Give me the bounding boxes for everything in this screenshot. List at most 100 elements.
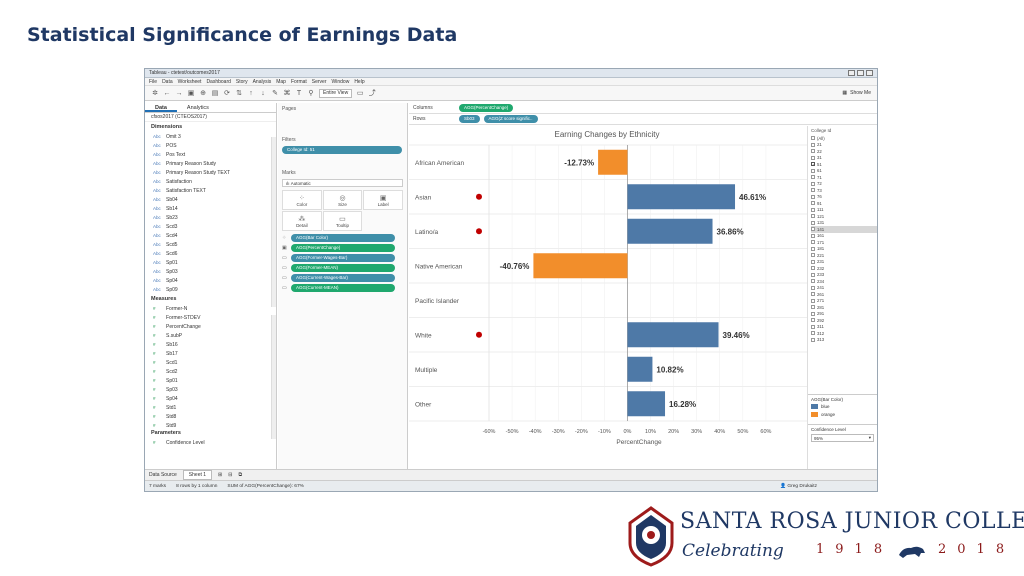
college-filter-item[interactable]: 234	[811, 278, 877, 285]
checkbox-icon[interactable]	[811, 207, 815, 212]
checkbox-icon[interactable]	[811, 318, 815, 323]
menu-item-help[interactable]: Help	[354, 78, 365, 85]
labels-icon[interactable]: T	[296, 89, 302, 97]
tableau-logo-icon[interactable]: ✲	[152, 90, 158, 97]
college-filter-item[interactable]: 312	[811, 330, 877, 337]
group-icon[interactable]: ⌘	[283, 90, 291, 97]
field-item[interactable]: # Std8	[153, 413, 177, 420]
checkbox-icon[interactable]	[811, 181, 815, 186]
college-filter-item[interactable]: 171	[811, 239, 877, 246]
checkbox-icon[interactable]	[811, 194, 815, 199]
field-item[interactable]: # Former-STDEV	[153, 314, 201, 321]
mark-field-pill[interactable]: AGG(PercentChange)	[291, 244, 395, 252]
forward-icon[interactable]: →	[175, 89, 183, 97]
field-item[interactable]: Abc Sb04	[153, 196, 178, 203]
new-datasource-icon[interactable]: ⊕	[200, 90, 206, 97]
college-filter-item[interactable]: 292	[811, 317, 877, 324]
measures-scrollbar[interactable]	[271, 315, 276, 439]
mark-type-select[interactable]: ılı Automatic	[282, 179, 403, 187]
marks-detail-button[interactable]: ⁂ Detail	[282, 211, 322, 231]
menu-item-data[interactable]: Data	[162, 78, 173, 85]
checkbox-icon[interactable]	[811, 188, 815, 193]
college-filter-item[interactable]: 111	[811, 207, 877, 214]
field-item[interactable]: # Confidence Level	[153, 439, 205, 446]
field-item[interactable]: # Sp04	[153, 395, 178, 402]
rows-pill-zscore[interactable]: AGG(Z score signific..	[483, 115, 538, 123]
datasource-item[interactable]: cfsos2017 (CTEOS2017)	[145, 113, 276, 122]
menu-item-file[interactable]: File	[149, 78, 158, 85]
college-filter-item[interactable]: (All)	[811, 135, 877, 142]
checkbox-icon[interactable]	[811, 227, 815, 232]
field-item[interactable]: Abc Omit 3	[153, 133, 181, 140]
bar[interactable]	[627, 322, 719, 348]
new-dashboard-tab-icon[interactable]: ⊟	[228, 472, 233, 478]
presentation-icon[interactable]: ▭	[356, 90, 364, 97]
menu-item-analysis[interactable]: Analysis	[252, 78, 272, 85]
new-story-tab-icon[interactable]: ⧉	[238, 472, 243, 478]
checkbox-icon[interactable]	[811, 233, 815, 238]
checkbox-icon[interactable]	[811, 298, 815, 303]
college-filter-item[interactable]: 231	[811, 259, 877, 266]
college-filter-item[interactable]: 73	[811, 187, 877, 194]
field-item[interactable]: # Scd2	[153, 368, 178, 375]
sort-desc-icon[interactable]: ↓	[261, 89, 265, 97]
marks-label-button[interactable]: ▣ Label	[363, 190, 403, 210]
bar[interactable]	[627, 218, 713, 244]
status-user[interactable]: 👤 Greg Drukaitz	[780, 483, 817, 489]
college-filter-item[interactable]: 61	[811, 168, 877, 175]
field-item[interactable]: # Sb16	[153, 341, 178, 348]
color-legend-item[interactable]: blue	[811, 402, 874, 410]
checkbox-icon[interactable]	[811, 292, 815, 297]
checkbox-icon[interactable]	[811, 155, 815, 160]
mark-field-pill[interactable]: AGG(Bar Color)	[291, 234, 395, 242]
close-icon[interactable]	[866, 70, 873, 76]
filter-pill-college-id[interactable]: College Id: 51	[282, 146, 402, 154]
field-item[interactable]: # S.subP	[153, 332, 183, 339]
checkbox-icon[interactable]	[811, 168, 815, 173]
college-filter-item[interactable]: 131	[811, 220, 877, 227]
college-filter-item[interactable]: 232	[811, 265, 877, 272]
bar[interactable]	[598, 149, 628, 175]
checkbox-icon[interactable]	[811, 201, 815, 206]
checkbox-icon[interactable]	[811, 214, 815, 219]
bar[interactable]	[627, 391, 666, 417]
rows-pill-sb03[interactable]: Sb03	[459, 115, 480, 123]
rows-shelf[interactable]: Rows Sb03 AGG(Z score signific..	[409, 114, 877, 125]
college-filter-item[interactable]: 221	[811, 252, 877, 259]
datasource-tab[interactable]: Data Source	[149, 472, 177, 478]
pin-icon[interactable]: ⚲	[308, 90, 314, 97]
checkbox-icon[interactable]	[811, 331, 815, 336]
checkbox-icon[interactable]	[811, 266, 815, 271]
checkbox-icon[interactable]	[811, 259, 815, 264]
checkbox-icon[interactable]	[811, 324, 815, 329]
college-filter-item[interactable]: 71	[811, 174, 877, 181]
college-filter-item[interactable]: 261	[811, 291, 877, 298]
confidence-select[interactable]: 95% ▾	[811, 434, 874, 442]
bar[interactable]	[627, 184, 736, 210]
checkbox-icon[interactable]	[811, 149, 815, 154]
new-sheet-tab-icon[interactable]: ⊞	[218, 472, 223, 478]
show-me-button[interactable]: ▦ Show Me	[842, 90, 871, 96]
back-icon[interactable]: ←	[163, 89, 171, 97]
field-item[interactable]: # Std9	[153, 422, 177, 429]
checkbox-icon[interactable]	[811, 311, 815, 316]
checkbox-icon[interactable]	[811, 279, 815, 284]
college-filter-item[interactable]: 313	[811, 337, 877, 344]
menu-item-server[interactable]: Server	[311, 78, 327, 85]
mark-field-pill[interactable]: AGG(Current-MEAN)	[291, 284, 395, 292]
menu-item-map[interactable]: Map	[276, 78, 286, 85]
marks-color-button[interactable]: ⁘ Color	[282, 190, 322, 210]
checkbox-icon[interactable]	[811, 253, 815, 258]
field-item[interactable]: Abc Sb14	[153, 205, 178, 212]
college-filter-item[interactable]: ✓ 51	[811, 161, 822, 168]
checkbox-icon[interactable]	[811, 285, 815, 290]
field-item[interactable]: # PercentChange	[153, 323, 201, 330]
checkbox-icon[interactable]	[811, 305, 815, 310]
college-filter-item[interactable]: 76	[811, 194, 877, 201]
field-item[interactable]: # Sp03	[153, 386, 178, 393]
mark-field-pill[interactable]: AGG(Former-MEAN)	[291, 264, 395, 272]
field-item[interactable]: Abc Primary Reason Study	[153, 160, 217, 167]
field-item[interactable]: Abc POS	[153, 142, 177, 149]
menu-item-window[interactable]: Window	[331, 78, 350, 85]
checkbox-icon[interactable]	[811, 142, 815, 147]
